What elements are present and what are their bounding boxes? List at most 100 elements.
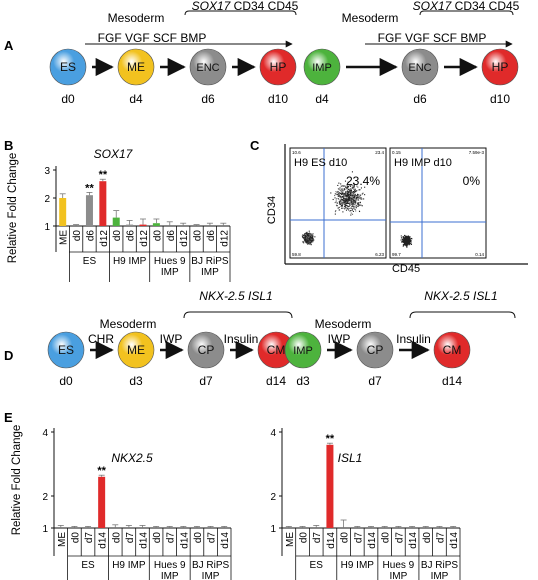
x-tick-label: d14	[220, 532, 231, 549]
group-label: H9 IMP	[112, 560, 146, 571]
day-label: d6	[201, 92, 215, 106]
day-label: d0	[59, 374, 73, 388]
x-tick-label: d7	[312, 532, 323, 544]
chart-title: SOX17	[94, 147, 134, 161]
x-tick-label: d12	[179, 230, 190, 247]
bar-d0	[112, 217, 120, 226]
group-label: H9 IMP	[341, 560, 375, 571]
mesoderm-label: Mesoderm	[100, 317, 157, 331]
day-label: d4	[315, 92, 329, 106]
day-label: d0	[61, 92, 75, 106]
day-label: d7	[199, 374, 213, 388]
x-tick-label: d14	[139, 532, 150, 549]
flow-plot-1: H9 ES d10 23.4% 10.6 23.4 59.8 6.23	[289, 147, 387, 259]
x-tick-label: d12	[139, 230, 150, 247]
x-tick-label: d0	[111, 532, 122, 544]
x-tick-label: d6	[85, 230, 96, 242]
x-tick-label: d14	[326, 532, 337, 549]
x-tick-label: d14	[98, 532, 109, 549]
panel-c: C CD34 CD45 H9 ES d10 23.4% 10.6 23.4 59.8 6.…	[250, 138, 528, 275]
cell-node-label: ES	[58, 343, 74, 357]
markers-label: SOX17 CD34 CD45	[192, 0, 299, 13]
y-tick-label: 2	[44, 194, 50, 205]
y-tick-label: 2	[42, 492, 48, 503]
cell-node-es	[47, 331, 85, 369]
x-tick-label: d0	[152, 230, 163, 242]
x-tick-label: d6	[206, 230, 217, 242]
x-tick-label: d0	[340, 532, 351, 544]
cell-node-cm	[433, 331, 471, 369]
cell-node-label: IMP	[312, 62, 332, 74]
quadrant-ul-value: 0.15	[392, 150, 401, 155]
cell-node-imp	[303, 48, 341, 86]
cell-node-imp	[284, 331, 322, 369]
group-label: ES	[310, 560, 324, 571]
x-tick-label: d0	[70, 532, 81, 544]
day-label: d6	[413, 92, 427, 106]
day-label: d10	[490, 92, 510, 106]
y-tick-label: 2	[270, 492, 276, 503]
cell-node-enc	[189, 48, 227, 86]
y-tick-label: 4	[270, 428, 276, 439]
y-axis-label: Relative Fold Change	[11, 425, 23, 536]
bar-d6	[126, 224, 134, 226]
panel-a-right-flow: Mesoderm SOX17 CD34 CD45 FGF VGF SCF BMP…	[303, 0, 520, 106]
cell-node-label: CM	[443, 343, 462, 357]
treatment-label: IWP	[160, 332, 183, 346]
quadrant-ur-value: 7.59e-3	[469, 150, 485, 155]
quadrant-ll-value: 59.8	[292, 252, 301, 257]
cell-node-label: IMP	[293, 345, 313, 357]
day-label: d3	[129, 374, 143, 388]
y-axis-label: Relative Fold Change	[7, 153, 19, 264]
x-axis-label: CD45	[392, 263, 420, 275]
cell-node-hp	[481, 48, 519, 86]
x-tick-label: d7	[84, 532, 95, 544]
chart-title: NKX2.5	[111, 451, 153, 465]
markers-label: SOX17 CD34 CD45	[413, 0, 520, 13]
group-label: ES	[83, 256, 97, 267]
cell-node-me	[117, 48, 155, 86]
group-label: BJ RiPS IMP	[192, 560, 230, 580]
mesoderm-label: Mesoderm	[315, 317, 372, 331]
x-tick-label: ME	[285, 532, 296, 547]
treatment-label: CHR	[88, 332, 114, 346]
panel-letter-d: D	[4, 348, 13, 363]
significance-mark: **	[326, 433, 335, 445]
significance-mark: **	[85, 182, 94, 194]
panel-letter-c: C	[250, 138, 260, 153]
growth-factors-label: FGF VGF SCF BMP	[378, 31, 487, 45]
percent-label: 0%	[463, 174, 481, 188]
x-tick-label: d0	[152, 532, 163, 544]
x-tick-label: d0	[381, 532, 392, 544]
markers-bracket	[419, 10, 514, 16]
x-tick-label: ME	[57, 532, 68, 547]
flow-plot-2: H9 IMP d10 0% 0.15 7.59e-3 99.7 0.14	[389, 147, 487, 259]
cell-node-label: ENC	[408, 62, 431, 74]
percent-label: 23.4%	[346, 174, 380, 188]
cell-node-es	[49, 48, 87, 86]
x-tick-label: d6	[126, 230, 137, 242]
group-label: Hues 9 IMP	[154, 256, 186, 278]
group-label: BJ RiPS IMP	[191, 256, 229, 278]
bar-d0	[152, 223, 160, 226]
panel-d: D NKX-2.5 ISL1 Mesoderm ES d0 CHR ME d3 IWP CP…	[4, 289, 516, 388]
event-dots	[400, 234, 413, 248]
panel-a: A Mesoderm SOX17 CD34 CD45 FGF VGF SCF B…	[4, 0, 520, 106]
y-tick-label: 1	[42, 524, 48, 535]
y-tick-label: 3	[44, 166, 50, 177]
x-tick-label: ME	[59, 230, 70, 245]
x-tick-label: d0	[112, 230, 123, 242]
x-tick-label: d0	[422, 532, 433, 544]
cell-node-label: HP	[492, 60, 509, 74]
markers-bracket	[409, 311, 516, 319]
day-label: d14	[266, 374, 286, 388]
x-tick-label: d14	[449, 532, 460, 549]
y-axis-label: CD34	[266, 196, 278, 224]
quadrant-ll-value: 99.7	[392, 252, 401, 257]
treatment-label: Insulin	[224, 332, 259, 346]
x-tick-label: d14	[408, 532, 419, 549]
bar-d12	[139, 224, 147, 226]
